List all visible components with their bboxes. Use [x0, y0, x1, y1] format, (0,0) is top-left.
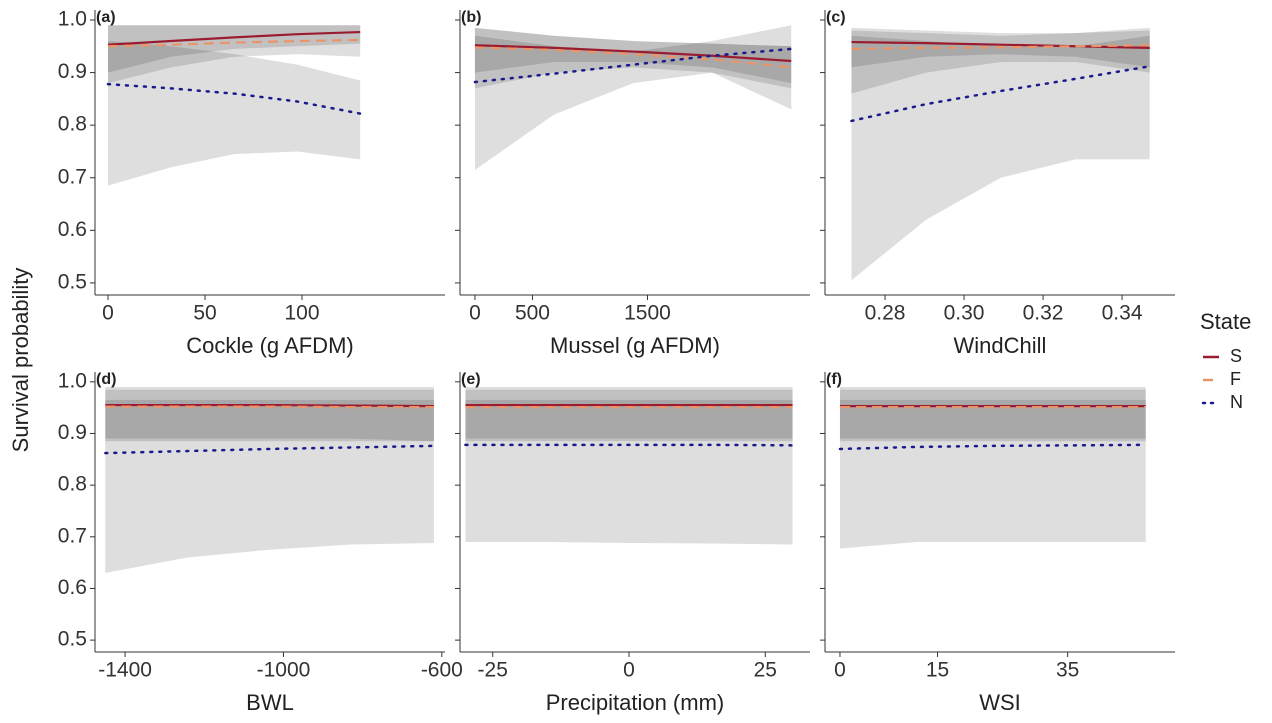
y-axis-label: Survival probability: [8, 268, 33, 453]
y-tick-label: 0.6: [58, 218, 87, 241]
y-tick-label: 0.9: [58, 421, 87, 444]
confidence-band: [851, 30, 1150, 68]
series-line: [105, 405, 434, 409]
x-tick-label: 100: [284, 302, 319, 325]
confidence-band: [839, 389, 1146, 442]
x-tick-label: 0: [102, 302, 114, 325]
y-tick-label: 1.0: [58, 369, 87, 392]
y-tick-label: 0.7: [58, 165, 87, 188]
x-axis-label: Mussel (g AFDM): [550, 333, 720, 358]
x-tick-label: 500: [515, 302, 550, 325]
x-axis-label: WSI: [979, 690, 1021, 715]
x-tick-label: 15: [926, 659, 949, 682]
x-tick-label: 0.32: [1023, 302, 1064, 325]
y-tick-label: 0.8: [58, 473, 87, 496]
x-axis-label: BWL: [246, 690, 294, 715]
legend-title: State: [1200, 309, 1251, 334]
confidence-band: [107, 25, 361, 84]
x-tick-label: 0: [469, 302, 481, 325]
series-line: [473, 47, 793, 84]
x-tick-label: -600: [421, 659, 463, 682]
legend-label: N: [1230, 392, 1243, 412]
y-tick-label: 0.6: [58, 576, 87, 599]
confidence-band: [474, 27, 792, 84]
x-tick-label: 0.30: [944, 302, 985, 325]
panel-label: (f): [826, 371, 842, 388]
y-tick-label: 0.5: [58, 628, 87, 651]
confidence-band: [839, 386, 1146, 439]
confidence-band: [465, 399, 793, 545]
series-line: [474, 46, 792, 69]
y-tick-label: 0.5: [58, 270, 87, 293]
legend-label: F: [1230, 369, 1241, 389]
series-line: [838, 443, 1147, 451]
series-line: [107, 30, 361, 46]
confidence-band: [465, 386, 793, 439]
x-axis-label: Cockle (g AFDM): [186, 333, 353, 358]
x-tick-label: 0: [623, 659, 635, 682]
series-line: [105, 403, 434, 408]
x-tick-label: 0.34: [1102, 302, 1143, 325]
confidence-band: [105, 386, 434, 442]
confidence-band: [105, 389, 434, 442]
panel-label: (a): [96, 9, 116, 26]
confidence-band: [851, 27, 1150, 94]
y-tick-label: 0.7: [58, 524, 87, 547]
x-tick-label: -1000: [257, 659, 311, 682]
x-axis-label: Precipitation (mm): [546, 690, 724, 715]
series-line: [850, 65, 1151, 123]
x-tick-label: 50: [193, 302, 216, 325]
legend-label: S: [1230, 346, 1242, 366]
x-tick-label: -25: [478, 659, 508, 682]
confidence-band: [851, 35, 1150, 281]
y-tick-label: 0.8: [58, 113, 87, 136]
x-tick-label: 1500: [624, 302, 671, 325]
x-tick-label: 35: [1056, 659, 1079, 682]
confidence-band: [105, 399, 434, 573]
panel-label: (e): [461, 371, 481, 388]
series-line: [104, 444, 436, 455]
panel-label: (b): [461, 9, 481, 26]
x-tick-label: 0: [834, 659, 846, 682]
panel-label: (d): [96, 371, 116, 388]
series-line: [474, 44, 792, 63]
confidence-band: [474, 27, 792, 89]
y-tick-label: 0.9: [58, 60, 87, 83]
series-line: [464, 443, 794, 447]
confidence-band: [839, 399, 1146, 549]
x-axis-label: WindChill: [954, 333, 1047, 358]
series-line: [851, 44, 1150, 51]
confidence-band: [107, 41, 361, 186]
confidence-band: [107, 25, 361, 73]
series-line: [106, 82, 362, 115]
x-tick-label: -1400: [98, 659, 152, 682]
x-tick-label: 25: [754, 659, 777, 682]
confidence-band: [474, 25, 792, 170]
panel-label: (c): [826, 9, 846, 26]
confidence-band: [465, 389, 793, 442]
series-line: [107, 38, 361, 48]
y-tick-label: 1.0: [58, 8, 87, 31]
x-tick-label: 0.28: [865, 302, 906, 325]
